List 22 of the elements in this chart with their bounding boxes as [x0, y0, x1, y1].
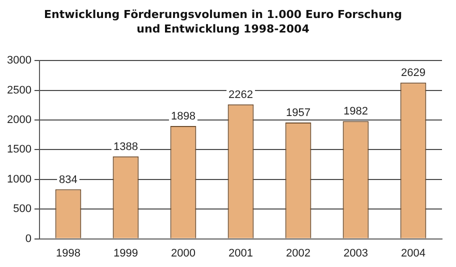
y-tick-label: 0 — [25, 232, 32, 245]
y-tick-label: 2000 — [6, 114, 32, 126]
x-tick-label: 2004 — [401, 247, 426, 260]
data-label: 1898 — [170, 110, 196, 123]
x-tick-label: 2003 — [344, 247, 368, 260]
x-tick-label: 2000 — [170, 247, 196, 260]
x-tick-label: 2002 — [286, 247, 310, 260]
chart-title: Entwicklung Förderungsvolumen in 1.000 Euro Forschung und Entwicklung 1998-2004 — [44, 8, 402, 36]
x-tick-label: 1998 — [56, 247, 80, 260]
x-tick-label: 1999 — [113, 247, 138, 260]
y-tick-label: 1000 — [6, 173, 32, 186]
y-tick-label: 3000 — [6, 54, 32, 67]
data-label: 1982 — [344, 106, 368, 118]
data-label: 1388 — [113, 140, 138, 153]
data-label: 2262 — [228, 88, 253, 101]
y-tick-label: 1500 — [6, 144, 32, 156]
y-tick-label: 2500 — [6, 84, 32, 96]
data-label: 834 — [59, 174, 78, 186]
data-label: 2629 — [401, 67, 426, 80]
x-tick-label: 2001 — [228, 247, 253, 260]
y-tick-label: 500 — [13, 203, 32, 216]
data-label: 1957 — [286, 107, 310, 120]
